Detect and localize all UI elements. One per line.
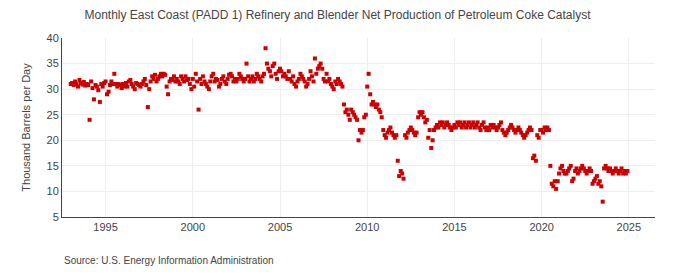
svg-text:25: 25 — [47, 109, 59, 121]
svg-text:2020: 2020 — [529, 221, 553, 233]
svg-text:2000: 2000 — [181, 221, 205, 233]
svg-text:2025: 2025 — [617, 221, 641, 233]
svg-text:2010: 2010 — [355, 221, 379, 233]
svg-text:10: 10 — [47, 185, 59, 197]
svg-text:5: 5 — [53, 211, 59, 223]
svg-text:Thousand Barrels per Day: Thousand Barrels per Day — [20, 63, 32, 192]
svg-text:Source: U.S. Energy Informatio: Source: U.S. Energy Information Administ… — [64, 255, 274, 266]
svg-text:20: 20 — [47, 134, 59, 146]
svg-text:2015: 2015 — [442, 221, 466, 233]
svg-text:40: 40 — [47, 32, 59, 44]
svg-text:2005: 2005 — [268, 221, 292, 233]
svg-text:35: 35 — [47, 57, 59, 69]
svg-text:Monthly East Coast (PADD 1) Re: Monthly East Coast (PADD 1) Refinery and… — [84, 8, 591, 22]
svg-text:30: 30 — [47, 83, 59, 95]
svg-text:1995: 1995 — [93, 221, 117, 233]
svg-text:15: 15 — [47, 160, 59, 172]
